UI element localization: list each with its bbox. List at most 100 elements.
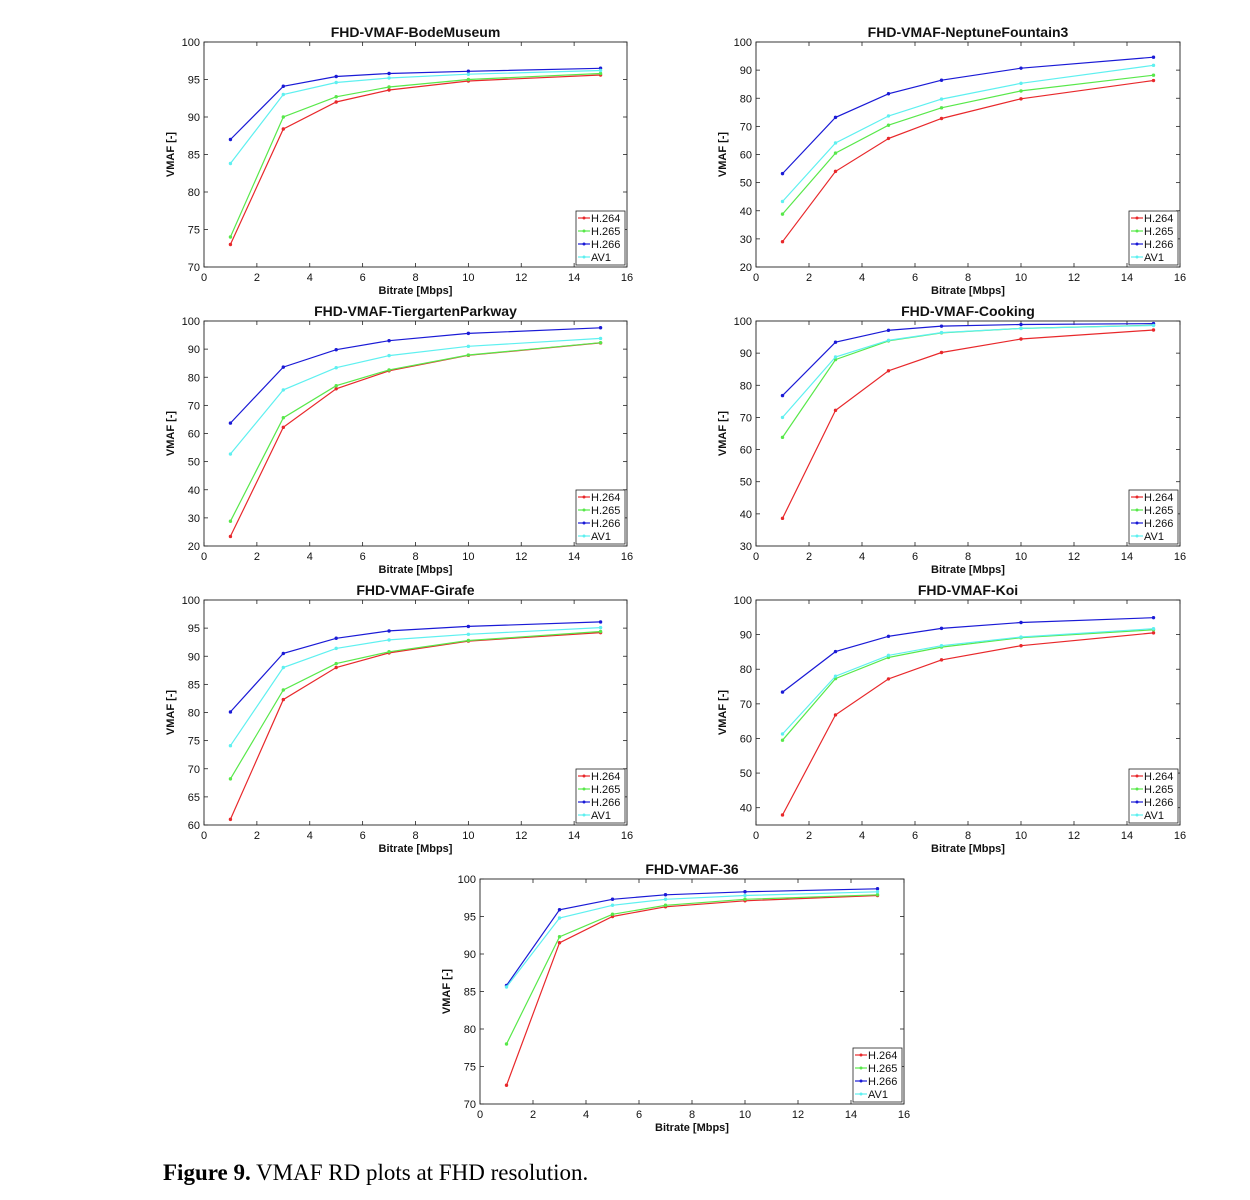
y-tick-label: 75 <box>188 225 200 237</box>
x-tick-label: 4 <box>859 830 865 842</box>
y-tick-label: 70 <box>188 400 200 412</box>
legend-marker <box>859 1079 863 1083</box>
y-tick-label: 75 <box>188 736 200 748</box>
data-point-h-266 <box>466 69 471 73</box>
chart-title: FHD-VMAF-Girafe <box>356 582 474 598</box>
y-tick-label: 80 <box>188 708 200 720</box>
data-point-av1 <box>598 336 603 341</box>
data-point-h-266 <box>281 365 286 369</box>
x-axis-label: Bitrate [Mbps] <box>655 1122 729 1134</box>
data-point-h-266 <box>743 890 747 894</box>
legend-label: AV1 <box>591 531 611 543</box>
y-tick-label: 90 <box>188 651 200 663</box>
y-tick-label: 70 <box>740 121 752 133</box>
data-point-av1 <box>228 743 233 748</box>
x-tick-label: 6 <box>360 551 366 563</box>
data-point-h-266 <box>334 347 338 352</box>
data-point-av1 <box>598 625 603 630</box>
data-point-h-265 <box>663 903 668 907</box>
data-point-h-266 <box>1019 620 1023 625</box>
y-tick-label: 100 <box>182 316 200 328</box>
y-tick-label: 95 <box>188 75 200 87</box>
data-point-h-264 <box>1019 97 1023 101</box>
x-tick-label: 4 <box>859 551 865 563</box>
x-tick-label: 12 <box>515 830 527 842</box>
x-tick-label: 16 <box>1174 830 1186 842</box>
data-point-av1 <box>1019 635 1023 639</box>
series-line-h-264 <box>781 632 1154 816</box>
x-tick-label: 6 <box>912 830 918 842</box>
data-point-av1 <box>466 344 471 349</box>
x-tick-label: 10 <box>462 551 474 563</box>
data-point-h-266 <box>939 626 944 631</box>
legend-marker <box>859 1066 863 1070</box>
data-point-h-266 <box>780 393 785 398</box>
y-tick-label: 40 <box>188 485 200 497</box>
series-line-h-265 <box>229 342 601 522</box>
y-tick-label: 60 <box>740 445 752 457</box>
data-point-av1 <box>228 161 233 166</box>
data-point-h-265 <box>228 519 233 523</box>
data-point-h-266 <box>780 171 785 176</box>
data-point-h-266 <box>1019 66 1023 70</box>
x-tick-label: 14 <box>568 830 580 842</box>
y-tick-label: 50 <box>740 768 752 780</box>
data-point-h-264 <box>886 136 891 141</box>
y-tick-label: 85 <box>188 150 200 162</box>
y-axis-label: VMAF [-] <box>441 969 453 1015</box>
chart-title: FHD-VMAF-BodeMuseum <box>331 24 501 40</box>
x-tick-label: 10 <box>1015 551 1027 563</box>
legend-label: H.264 <box>1144 213 1173 225</box>
legend-marker <box>1135 813 1139 817</box>
data-point-av1 <box>387 638 391 642</box>
legend-label: H.266 <box>591 239 620 251</box>
series-line-h-264 <box>229 74 601 245</box>
x-axis-label: Bitrate [Mbps] <box>931 564 1005 576</box>
legend-marker <box>582 534 586 538</box>
data-point-h-264 <box>228 817 233 822</box>
y-tick-label: 90 <box>740 348 752 360</box>
data-point-av1 <box>743 893 747 898</box>
data-point-h-266 <box>466 331 471 336</box>
data-point-av1 <box>334 80 338 85</box>
data-point-h-266 <box>833 649 838 654</box>
data-point-h-265 <box>598 340 603 345</box>
data-point-h-264 <box>334 387 338 391</box>
data-point-av1 <box>939 643 944 648</box>
legend-label: H.264 <box>591 771 620 783</box>
legend-marker <box>582 813 586 817</box>
series-line-av1 <box>506 891 878 988</box>
data-point-h-265 <box>387 368 391 372</box>
y-tick-label: 30 <box>188 513 200 525</box>
data-point-h-264 <box>939 116 944 121</box>
x-tick-label: 10 <box>462 272 474 284</box>
data-point-av1 <box>663 897 668 901</box>
data-point-av1 <box>1151 323 1156 328</box>
y-tick-label: 100 <box>734 37 752 49</box>
legend-marker <box>1135 800 1139 804</box>
data-point-av1 <box>1019 326 1023 331</box>
data-point-h-264 <box>504 1083 509 1087</box>
x-tick-label: 14 <box>1121 830 1133 842</box>
legend-marker <box>1135 774 1139 778</box>
data-point-h-264 <box>228 534 233 539</box>
y-tick-label: 50 <box>188 457 200 469</box>
legend-label: AV1 <box>1144 531 1164 543</box>
data-point-h-266 <box>228 137 233 142</box>
data-point-av1 <box>1019 81 1023 86</box>
data-point-h-265 <box>780 212 785 216</box>
data-point-av1 <box>334 365 338 370</box>
data-point-av1 <box>939 97 944 101</box>
data-point-h-265 <box>875 893 880 897</box>
chart-title: FHD-VMAF-Koi <box>918 582 1018 598</box>
data-point-h-264 <box>833 169 838 174</box>
y-axis-label: VMAF [-] <box>717 411 729 457</box>
data-point-h-265 <box>1019 89 1023 93</box>
x-tick-label: 12 <box>515 551 527 563</box>
data-point-h-266 <box>1019 322 1023 327</box>
series-line-h-265 <box>782 629 1154 741</box>
legend-label: AV1 <box>591 810 611 822</box>
legend-marker <box>582 508 586 512</box>
